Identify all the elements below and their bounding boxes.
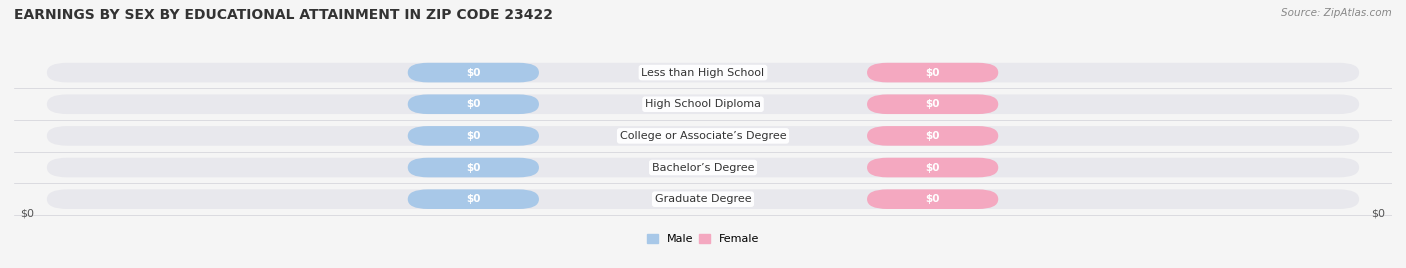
Text: High School Diploma: High School Diploma [645,99,761,109]
Text: $0: $0 [1371,209,1385,219]
Text: $0: $0 [21,209,35,219]
Text: Graduate Degree: Graduate Degree [655,194,751,204]
Text: $0: $0 [467,99,481,109]
Text: EARNINGS BY SEX BY EDUCATIONAL ATTAINMENT IN ZIP CODE 23422: EARNINGS BY SEX BY EDUCATIONAL ATTAINMEN… [14,8,553,22]
Text: Bachelor’s Degree: Bachelor’s Degree [652,162,754,173]
Text: $0: $0 [925,131,939,141]
Legend: Male, Female: Male, Female [647,234,759,244]
Text: $0: $0 [925,194,939,204]
Text: Source: ZipAtlas.com: Source: ZipAtlas.com [1281,8,1392,18]
FancyBboxPatch shape [408,94,538,114]
FancyBboxPatch shape [868,63,998,82]
Text: College or Associate’s Degree: College or Associate’s Degree [620,131,786,141]
Text: $0: $0 [467,131,481,141]
FancyBboxPatch shape [408,189,538,209]
FancyBboxPatch shape [868,189,998,209]
FancyBboxPatch shape [46,189,1360,209]
Text: $0: $0 [925,162,939,173]
Text: $0: $0 [467,68,481,78]
FancyBboxPatch shape [46,94,1360,114]
Text: Less than High School: Less than High School [641,68,765,78]
Text: $0: $0 [467,162,481,173]
FancyBboxPatch shape [46,158,1360,177]
FancyBboxPatch shape [408,126,538,146]
Text: $0: $0 [467,194,481,204]
Text: $0: $0 [925,68,939,78]
FancyBboxPatch shape [46,63,1360,82]
FancyBboxPatch shape [46,126,1360,146]
FancyBboxPatch shape [868,126,998,146]
FancyBboxPatch shape [408,158,538,177]
FancyBboxPatch shape [868,94,998,114]
FancyBboxPatch shape [868,158,998,177]
FancyBboxPatch shape [408,63,538,82]
Text: $0: $0 [925,99,939,109]
